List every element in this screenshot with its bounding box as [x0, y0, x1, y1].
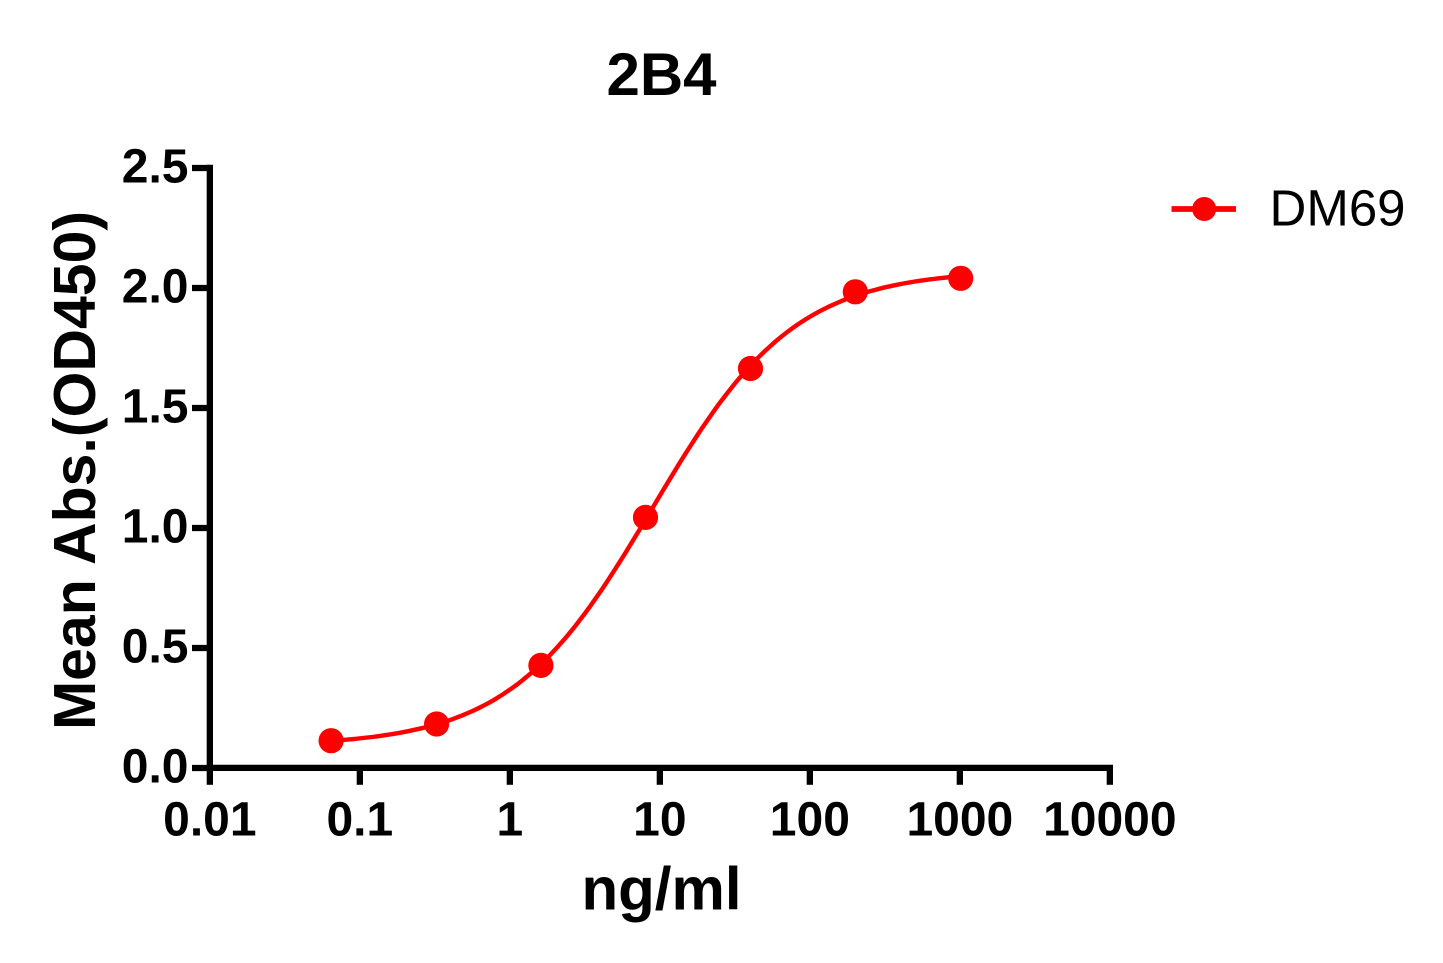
svg-text:0.5: 0.5: [122, 621, 189, 674]
svg-text:0.1: 0.1: [326, 793, 393, 846]
svg-text:0.0: 0.0: [122, 741, 189, 794]
svg-text:10000: 10000: [1043, 793, 1176, 846]
svg-text:0.01: 0.01: [163, 793, 256, 846]
svg-text:10: 10: [633, 793, 686, 846]
svg-text:Mean Abs.(OD450): Mean Abs.(OD450): [42, 211, 108, 730]
svg-text:2.5: 2.5: [122, 141, 189, 194]
svg-text:DM69: DM69: [1270, 180, 1406, 237]
svg-text:1.0: 1.0: [122, 501, 189, 554]
svg-text:100: 100: [770, 793, 850, 846]
svg-text:1000: 1000: [906, 793, 1013, 846]
svg-text:ng/ml: ng/ml: [582, 856, 742, 923]
svg-text:2B4: 2B4: [606, 41, 717, 108]
svg-text:1: 1: [496, 793, 523, 846]
svg-text:2.0: 2.0: [122, 261, 189, 314]
svg-text:1.5: 1.5: [122, 381, 189, 434]
